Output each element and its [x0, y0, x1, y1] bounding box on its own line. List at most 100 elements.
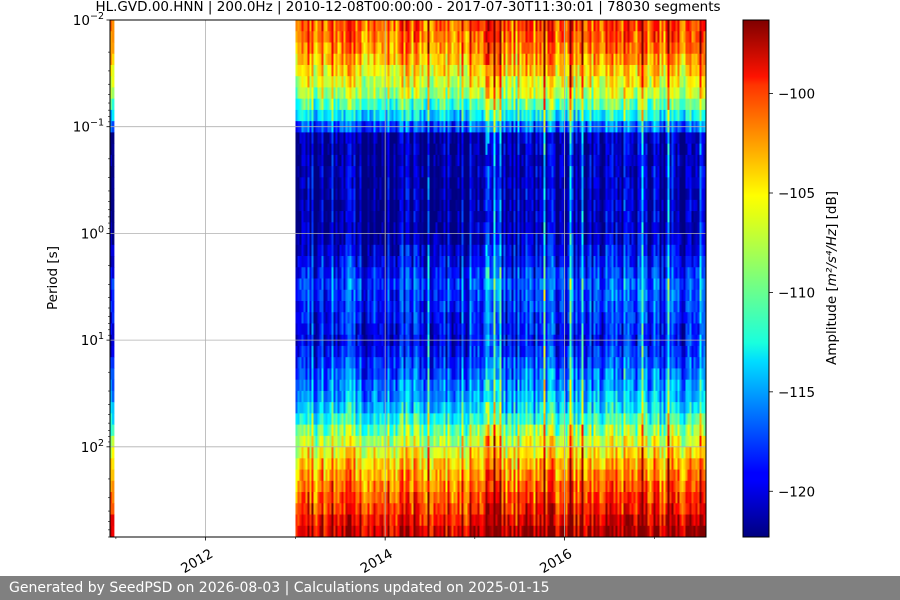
heatmap-cell [369, 503, 372, 515]
heatmap-cell [383, 458, 386, 470]
heatmap-cell [303, 87, 306, 100]
heatmap-cell [299, 424, 302, 437]
heatmap-cell [375, 177, 378, 189]
heatmap-cell [441, 31, 444, 43]
heatmap-cell [341, 188, 344, 201]
heatmap-cell [349, 514, 352, 527]
heatmap-cell [481, 154, 484, 167]
heatmap-cell [461, 514, 464, 527]
heatmap-cell [311, 132, 314, 145]
heatmap-cell [295, 87, 298, 100]
heatmap-cell [459, 413, 462, 426]
heatmap-cell [423, 390, 426, 403]
heatmap-cell [409, 188, 412, 201]
heatmap-cell [385, 98, 388, 111]
heatmap-cell [407, 267, 410, 279]
heatmap-cell [331, 42, 334, 55]
heatmap-cell [425, 492, 428, 504]
heatmap-cell [485, 267, 488, 279]
heatmap-cell [385, 233, 388, 246]
heatmap-cell [407, 413, 410, 426]
heatmap-cell [419, 503, 422, 515]
heatmap-cell [323, 132, 326, 145]
heatmap-cell [365, 413, 368, 426]
heatmap-cell [393, 402, 396, 414]
heatmap-cell [387, 31, 390, 43]
heatmap-cell [465, 31, 468, 43]
heatmap-cell [397, 20, 400, 32]
heatmap-cell [405, 211, 408, 223]
heatmap-cell [501, 435, 504, 448]
heatmap-cell [465, 312, 468, 324]
heatmap-cell [359, 53, 362, 66]
heatmap-cell [299, 31, 302, 43]
heatmap-cell [383, 345, 386, 358]
heatmap-cell [385, 503, 388, 515]
heatmap-cell [467, 413, 470, 426]
heatmap-cell [471, 199, 474, 212]
heatmap-cell [323, 154, 326, 167]
heatmap-cell [325, 177, 328, 189]
heatmap-cell [467, 154, 470, 167]
heatmap-cell [479, 53, 482, 66]
heatmap-column [449, 20, 452, 537]
heatmap-cell [487, 109, 490, 122]
heatmap-cell [391, 458, 394, 470]
heatmap-cell [425, 312, 428, 324]
heatmap-cell [297, 87, 300, 100]
heatmap-cell [433, 334, 436, 347]
heatmap-cell [461, 233, 464, 246]
heatmap-cell [439, 20, 442, 32]
heatmap-cell [435, 87, 438, 100]
heatmap-cell [479, 480, 482, 493]
heatmap-cell [345, 334, 348, 347]
heatmap-cell [373, 503, 376, 515]
heatmap-cell [321, 514, 324, 527]
heatmap-cell [339, 357, 342, 369]
heatmap-cell [110, 368, 113, 381]
heatmap-cell [477, 525, 480, 537]
heatmap-cell [413, 267, 416, 279]
heatmap-cell [475, 357, 478, 369]
heatmap-cell [415, 188, 418, 201]
heatmap-cell [401, 300, 404, 313]
heatmap-cell [323, 98, 326, 111]
heatmap-cell [373, 166, 376, 178]
heatmap-cell [341, 64, 344, 77]
heatmap-cell [297, 177, 300, 189]
heatmap-cell [381, 492, 384, 504]
heatmap-cell [393, 323, 396, 336]
heatmap-cell [431, 256, 434, 268]
heatmap-cell [315, 31, 318, 43]
heatmap-cell [295, 53, 298, 66]
heatmap-cell [347, 435, 350, 448]
heatmap-cell [461, 300, 464, 313]
heatmap-cell [321, 166, 324, 178]
heatmap-cell [307, 53, 310, 66]
heatmap-cell [325, 480, 328, 493]
heatmap-cell [363, 424, 366, 437]
heatmap-cell [327, 289, 330, 302]
heatmap-cell [409, 132, 412, 145]
heatmap-cell [391, 492, 394, 504]
heatmap-cell [297, 267, 300, 279]
heatmap-cell [459, 379, 462, 392]
heatmap-cell [413, 87, 416, 100]
heatmap-cell [112, 233, 115, 246]
heatmap-cell [343, 480, 346, 493]
heatmap-cell [395, 345, 398, 358]
heatmap-cell [325, 289, 328, 302]
heatmap-cell [453, 132, 456, 145]
heatmap-cell [487, 357, 490, 369]
heatmap-cell [335, 480, 338, 493]
heatmap-cell [423, 312, 426, 324]
heatmap-cell [503, 76, 506, 88]
heatmap-cell [423, 87, 426, 100]
heatmap-cell [325, 312, 328, 324]
heatmap-cell [353, 379, 356, 392]
heatmap-cell [461, 31, 464, 43]
heatmap-cell [487, 42, 490, 55]
heatmap-cell [397, 256, 400, 268]
heatmap-cell [323, 503, 326, 515]
heatmap-cell [437, 402, 440, 414]
